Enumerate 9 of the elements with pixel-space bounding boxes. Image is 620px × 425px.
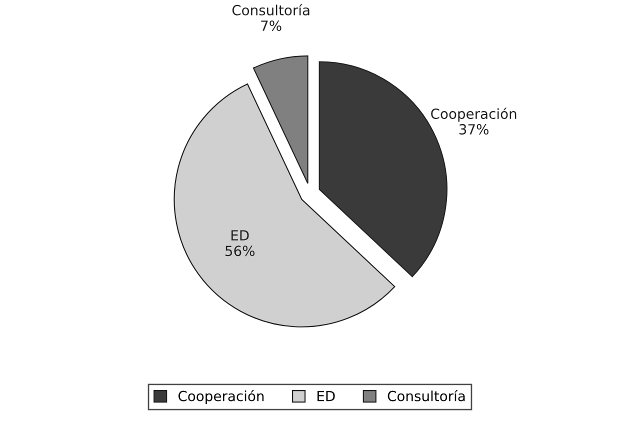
slice-label: ED [231,230,249,240]
slice-label: Cooperación [431,108,516,122]
data-label: 37% [459,124,488,135]
legend-label: Consultoría [388,390,465,402]
legend-label: Cooperación [178,390,264,404]
data-label: 7% [261,20,282,31]
slice-label: Consultoría [232,4,310,16]
data-label: 56% [225,246,255,256]
legend-label: ED [318,390,335,402]
